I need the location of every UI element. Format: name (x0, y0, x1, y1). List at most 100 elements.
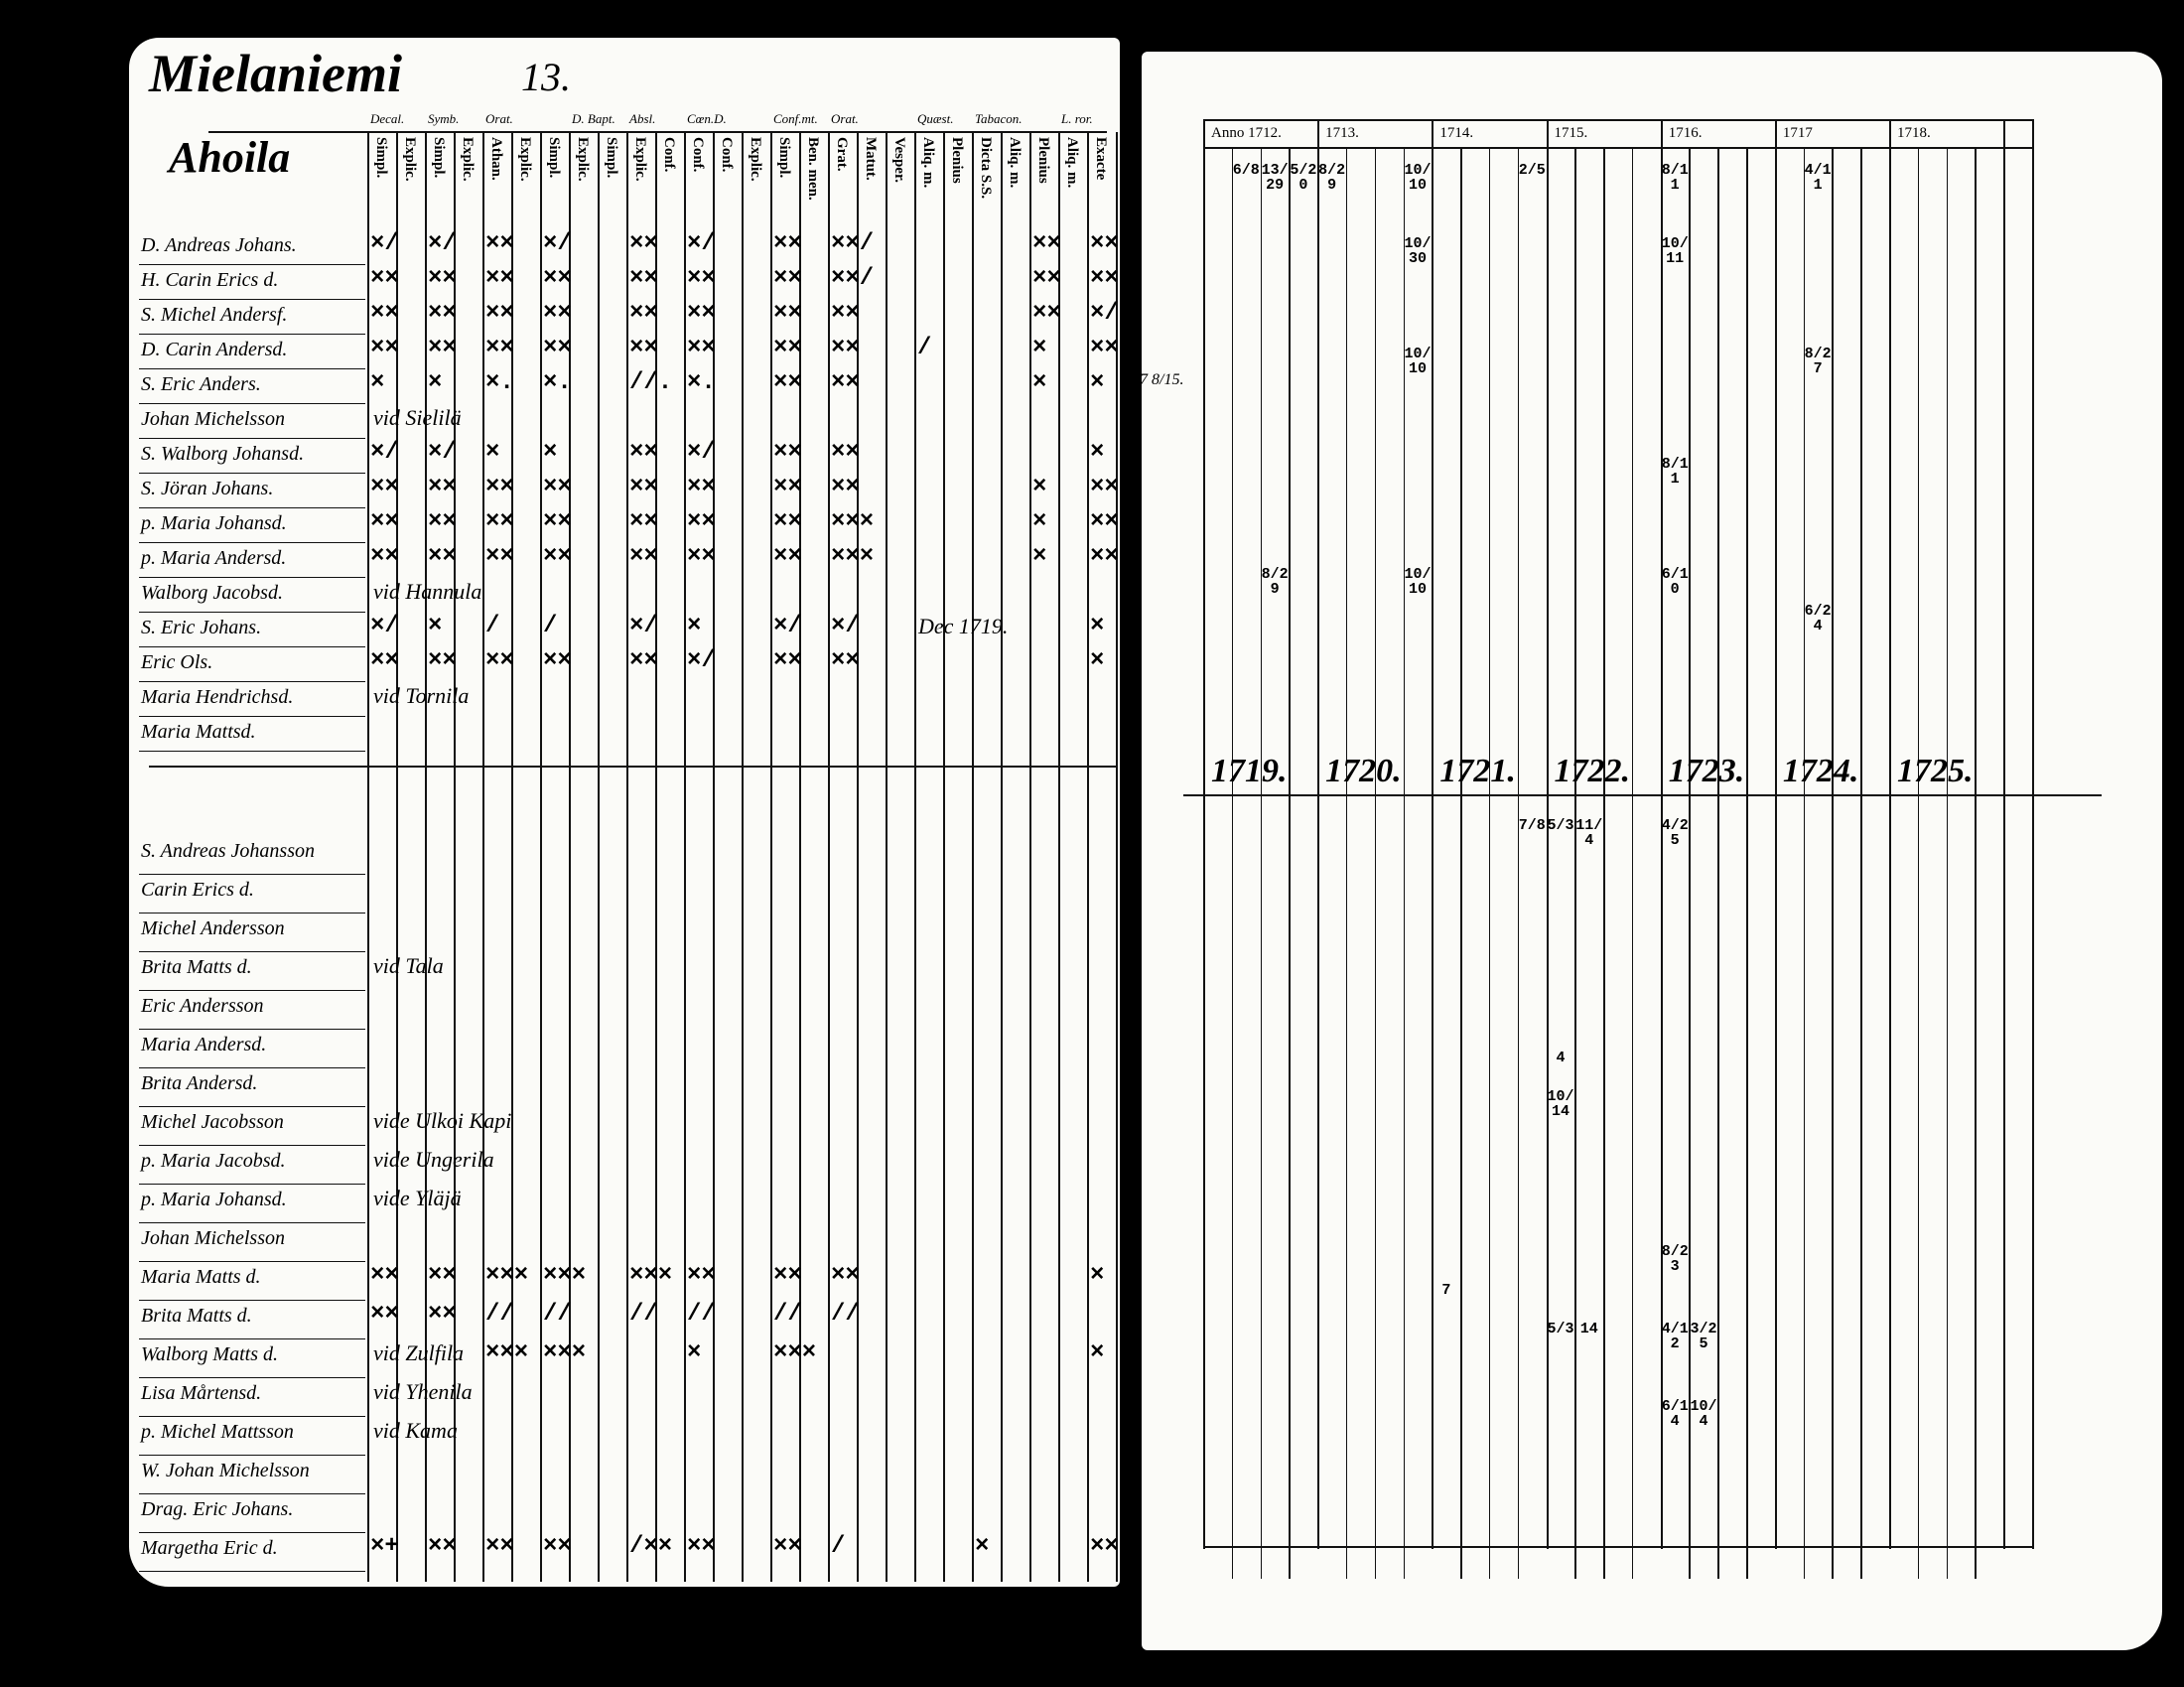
column-rule (569, 132, 571, 1582)
communion-mark: ×× (428, 1533, 457, 1560)
communion-mark: ×+ (370, 1533, 399, 1560)
communion-mark: ×× (687, 300, 716, 327)
communion-mark: ×/ (773, 613, 802, 639)
group-header: Absl. (629, 111, 656, 126)
right-page: Anno 1712. 1713. 1714. 1715. 1716. 1717 1718. 1… (1132, 52, 2162, 1650)
row-underline (139, 1338, 365, 1339)
communion-mark: × (1090, 439, 1105, 466)
communion-date: 8/11 (1661, 456, 1689, 488)
row-underline (139, 1184, 365, 1185)
column-rule (943, 132, 945, 1582)
row-underline (139, 646, 365, 647)
row-note: vid Kama (373, 1418, 458, 1443)
row-note: Dec 1719. (918, 614, 1009, 638)
communion-mark: ×× (485, 230, 514, 257)
column-label: Conf. (690, 137, 706, 173)
column-label: Matut. (863, 137, 879, 181)
person-name: Margetha Eric d. (141, 1537, 278, 1559)
column-rule (1660, 119, 1663, 1549)
column-rule (2032, 119, 2034, 1549)
communion-mark: ×× (428, 647, 457, 674)
communion-mark: × (1032, 335, 1047, 361)
communion-mark: × (1090, 1339, 1105, 1366)
column-rule (1546, 119, 1549, 1549)
communion-mark: ×× (370, 335, 399, 361)
column-rule (1260, 149, 1263, 1579)
row-underline (139, 990, 365, 991)
column-rule (1832, 149, 1834, 1579)
section-divider (1183, 794, 2102, 796)
communion-mark: //. (629, 369, 673, 396)
communion-mark: ×× (831, 474, 860, 500)
column-label: Conf. (661, 137, 677, 173)
communion-mark: ×× (428, 1301, 457, 1328)
row-underline (139, 368, 365, 369)
communion-mark: ×× (773, 230, 802, 257)
person-name: Johan Michelsson (141, 408, 285, 430)
communion-mark: ×× (687, 1533, 716, 1560)
communion-mark: // (773, 1301, 802, 1328)
column-rule (1860, 149, 1862, 1579)
column-rule (1087, 132, 1089, 1582)
column-rule (799, 132, 801, 1582)
column-rule (1116, 132, 1118, 1582)
person-name: Lisa Mårtensd. (141, 1382, 262, 1404)
communion-mark: ×× (543, 474, 572, 500)
row-underline (139, 577, 365, 578)
communion-mark: ×× (370, 543, 399, 570)
communion-mark: ×× (773, 508, 802, 535)
communion-mark: ×× (831, 300, 860, 327)
column-rule (1029, 132, 1031, 1582)
column-rule (1058, 132, 1060, 1582)
communion-mark: ××× (773, 1339, 817, 1366)
column-rule (770, 132, 772, 1582)
row-underline (139, 403, 365, 404)
column-rule (1746, 149, 1748, 1579)
row-underline (139, 542, 365, 543)
row-underline (139, 438, 365, 439)
communion-mark: ×× (773, 1262, 802, 1289)
column-rule (972, 132, 974, 1582)
row-underline (139, 507, 365, 508)
person-name: p. Maria Andersd. (141, 547, 287, 569)
year-label: 1719. (1211, 753, 1288, 789)
column-rule (1917, 149, 1920, 1579)
communion-mark: ×× (687, 1262, 716, 1289)
row-underline (139, 1261, 365, 1262)
row-underline (139, 299, 365, 300)
communion-mark: ×× (428, 543, 457, 570)
year-label: 1718. (1897, 125, 1931, 141)
column-rule (1975, 149, 1977, 1579)
communion-mark: / (485, 613, 500, 639)
person-name: Walborg Matts d. (141, 1343, 278, 1365)
column-rule (1317, 119, 1320, 1549)
column-rule (914, 132, 916, 1582)
person-name: S. Jöran Johans. (141, 478, 274, 499)
communion-mark: ××/ (831, 265, 875, 292)
communion-date: 5/20 (1290, 162, 1317, 194)
communion-mark: ×× (773, 1533, 802, 1560)
communion-mark: ×× (370, 265, 399, 292)
communion-mark: ×× (831, 1262, 860, 1289)
communion-mark: ××× (629, 1262, 673, 1289)
communion-mark: ×× (773, 265, 802, 292)
communion-date: 8/23 (1661, 1243, 1689, 1275)
communion-mark: ×/ (370, 230, 399, 257)
column-rule (1803, 149, 1806, 1579)
section-divider (149, 766, 1117, 768)
column-rule (1946, 149, 1949, 1579)
year-label: 1717 (1782, 125, 1813, 141)
communion-mark: ×× (485, 1533, 514, 1560)
year-label: 1722. (1554, 753, 1631, 789)
row-underline (139, 1300, 365, 1301)
communion-mark: ×× (831, 335, 860, 361)
person-name: Walborg Jacobsd. (141, 582, 283, 604)
communion-mark: /×× (629, 1533, 673, 1560)
communion-mark: // (543, 1301, 572, 1328)
group-header: Orat. (485, 111, 513, 126)
column-rule (742, 132, 744, 1582)
year-label: 1724. (1782, 753, 1859, 789)
communion-mark: ×× (629, 265, 658, 292)
column-rule (1517, 149, 1520, 1579)
communion-mark: ×/ (370, 613, 399, 639)
